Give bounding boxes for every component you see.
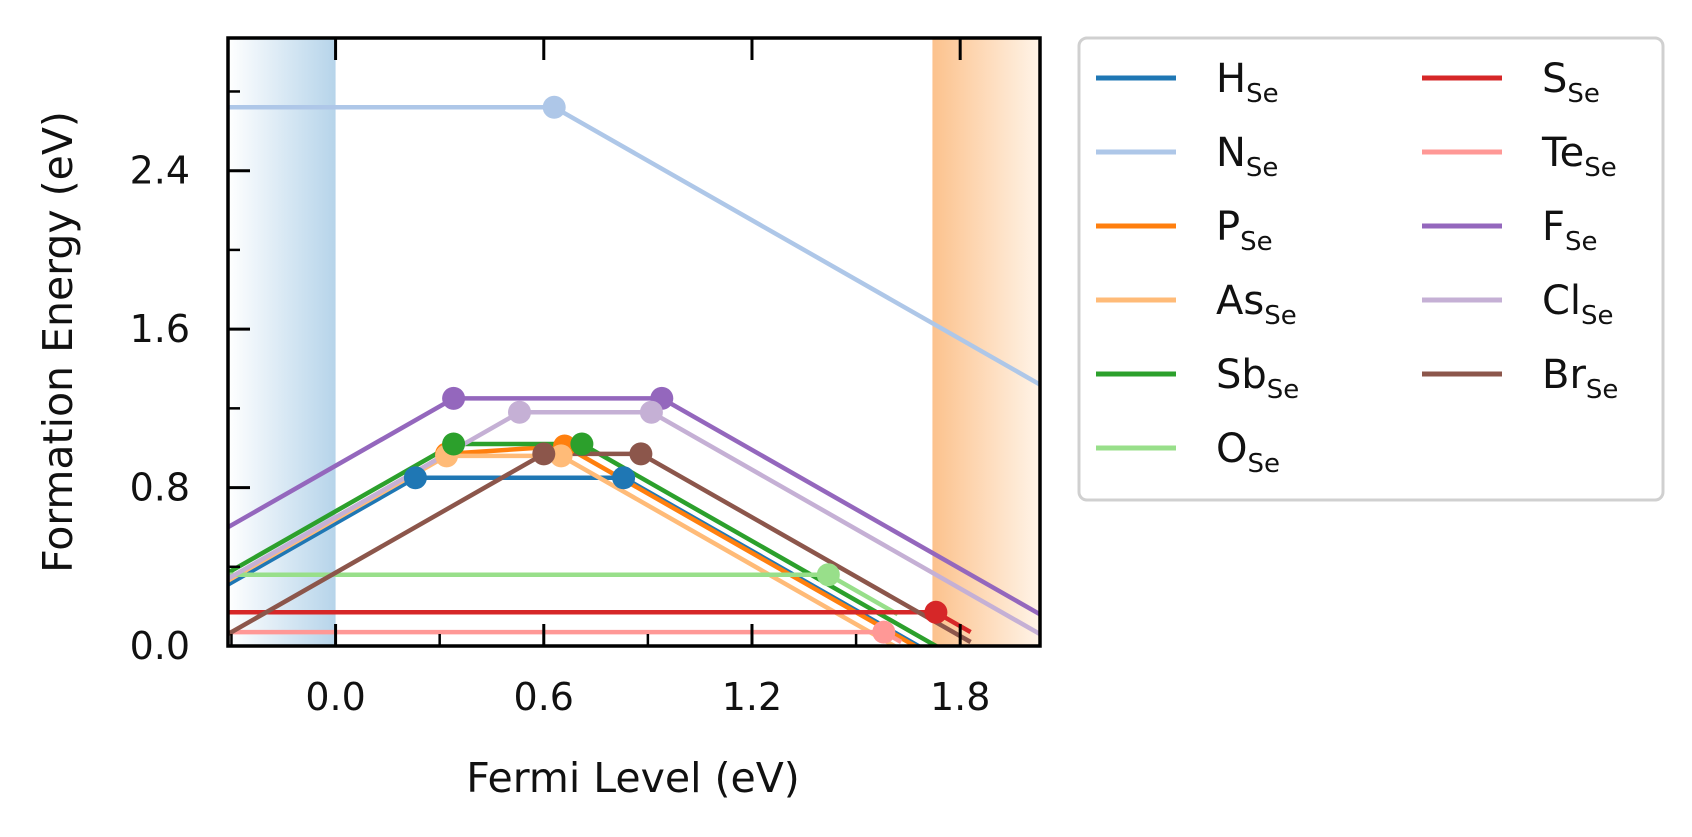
legend-subscript: Se (1581, 301, 1614, 331)
series-lines (228, 105, 1040, 646)
point-o-1 (816, 563, 840, 587)
point-n-1 (542, 95, 566, 119)
legend-item-o: OSe (1096, 426, 1280, 479)
legend-subscript: Se (1240, 227, 1273, 257)
legend-subscript: Se (1586, 375, 1619, 405)
series-line-n (228, 105, 1040, 387)
series-line-sb (228, 441, 941, 646)
y-axis-title: Formation Energy (eV) (34, 111, 82, 573)
x-tick-label: 1.2 (722, 675, 782, 719)
series-line-br (228, 451, 972, 644)
legend-subscript: Se (1246, 79, 1279, 109)
point-cl-2 (639, 400, 663, 424)
point-br-2 (629, 442, 653, 466)
legend-subscript: Se (1567, 79, 1600, 109)
x-tick-label: 0.6 (514, 675, 574, 719)
plot-frame (226, 36, 1042, 648)
legend-subscript: Se (1246, 153, 1279, 183)
x-axis-title: Fermi Level (eV) (466, 754, 800, 802)
y-tick-label: 2.4 (130, 149, 190, 193)
valence-band-region (228, 38, 336, 646)
point-h-2 (612, 466, 636, 490)
y-tick-label: 0.8 (130, 466, 190, 510)
series-line-f (228, 396, 1040, 617)
legend-box (1077, 36, 1665, 502)
point-sb-1 (442, 432, 466, 456)
x-tick-label: 1.8 (930, 675, 990, 719)
legend-item-h: HSe (1096, 56, 1279, 109)
x-tick-label: 0.0 (305, 675, 365, 719)
legend-item-br: BrSe (1422, 352, 1618, 405)
point-f-1 (442, 386, 466, 410)
point-as-2 (549, 444, 573, 468)
series-markers (403, 95, 948, 644)
legend-subscript: Se (1565, 227, 1598, 257)
band-shading (228, 38, 1040, 646)
y-tick-label: 0.0 (130, 624, 190, 668)
point-sb-2 (570, 432, 594, 456)
legend-subscript: Se (1247, 449, 1280, 479)
y-tick-label: 1.6 (130, 307, 190, 351)
legend-label: BrSe (1542, 352, 1618, 405)
point-cl-1 (508, 400, 531, 424)
legend-label: OSe (1216, 426, 1280, 479)
legend-subscript: Se (1264, 301, 1297, 331)
point-br-1 (532, 442, 556, 466)
legend-subscript: Se (1267, 375, 1300, 405)
series-line-cl (228, 410, 1040, 637)
point-te-1 (872, 620, 896, 644)
point-h-1 (403, 466, 427, 490)
conduction-band-region (932, 38, 1040, 646)
point-s-1 (924, 600, 948, 624)
legend-subscript: Se (1584, 153, 1617, 183)
axis-ticks: 0.0 0.6 1.2 1.8 0.0 0.8 1.6 2.4 (130, 38, 990, 719)
